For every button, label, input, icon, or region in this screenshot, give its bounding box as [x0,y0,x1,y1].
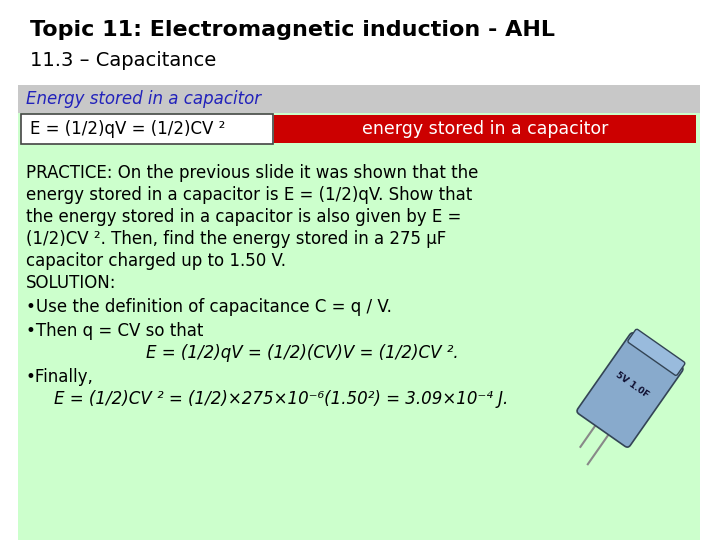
Text: 5V 1.0F: 5V 1.0F [613,370,650,400]
Text: E = (1/2)qV = (1/2)(CV)V = (1/2)CV ².: E = (1/2)qV = (1/2)(CV)V = (1/2)CV ². [146,344,459,362]
Bar [18,85,700,540]
Bar [274,115,696,143]
Text: 11.3 – Capacitance: 11.3 – Capacitance [30,51,216,70]
FancyBboxPatch shape [628,329,685,375]
FancyBboxPatch shape [21,114,273,144]
Text: Energy stored in a capacitor: Energy stored in a capacitor [26,90,261,108]
Text: Topic 11: Electromagnetic induction - AHL: Topic 11: Electromagnetic induction - AH… [30,20,555,40]
Text: capacitor charged up to 1.50 V.: capacitor charged up to 1.50 V. [26,252,286,270]
Text: energy stored in a capacitor is E = (1/2)qV. Show that: energy stored in a capacitor is E = (1/2… [26,186,472,204]
Text: •Then q = CV so that: •Then q = CV so that [26,322,203,340]
Text: the energy stored in a capacitor is also given by E =: the energy stored in a capacitor is also… [26,208,462,226]
Bar [18,85,700,113]
Text: •Finally,: •Finally, [26,368,94,386]
FancyBboxPatch shape [577,333,683,447]
Text: PRACTICE: On the previous slide it was shown that the: PRACTICE: On the previous slide it was s… [26,164,478,182]
Text: •Use the definition of capacitance C = q / V.: •Use the definition of capacitance C = q… [26,298,392,316]
Text: (1/2)CV ². Then, find the energy stored in a 275 μF: (1/2)CV ². Then, find the energy stored … [26,230,446,248]
Text: SOLUTION:: SOLUTION: [26,274,117,292]
Text: energy stored in a capacitor: energy stored in a capacitor [362,120,608,138]
Text: E = (1/2)CV ² = (1/2)×275×10⁻⁶(1.50²) = 3.09×10⁻⁴ J.: E = (1/2)CV ² = (1/2)×275×10⁻⁶(1.50²) = … [54,390,508,408]
Text: E = (1/2)qV = (1/2)CV ²: E = (1/2)qV = (1/2)CV ² [30,120,225,138]
